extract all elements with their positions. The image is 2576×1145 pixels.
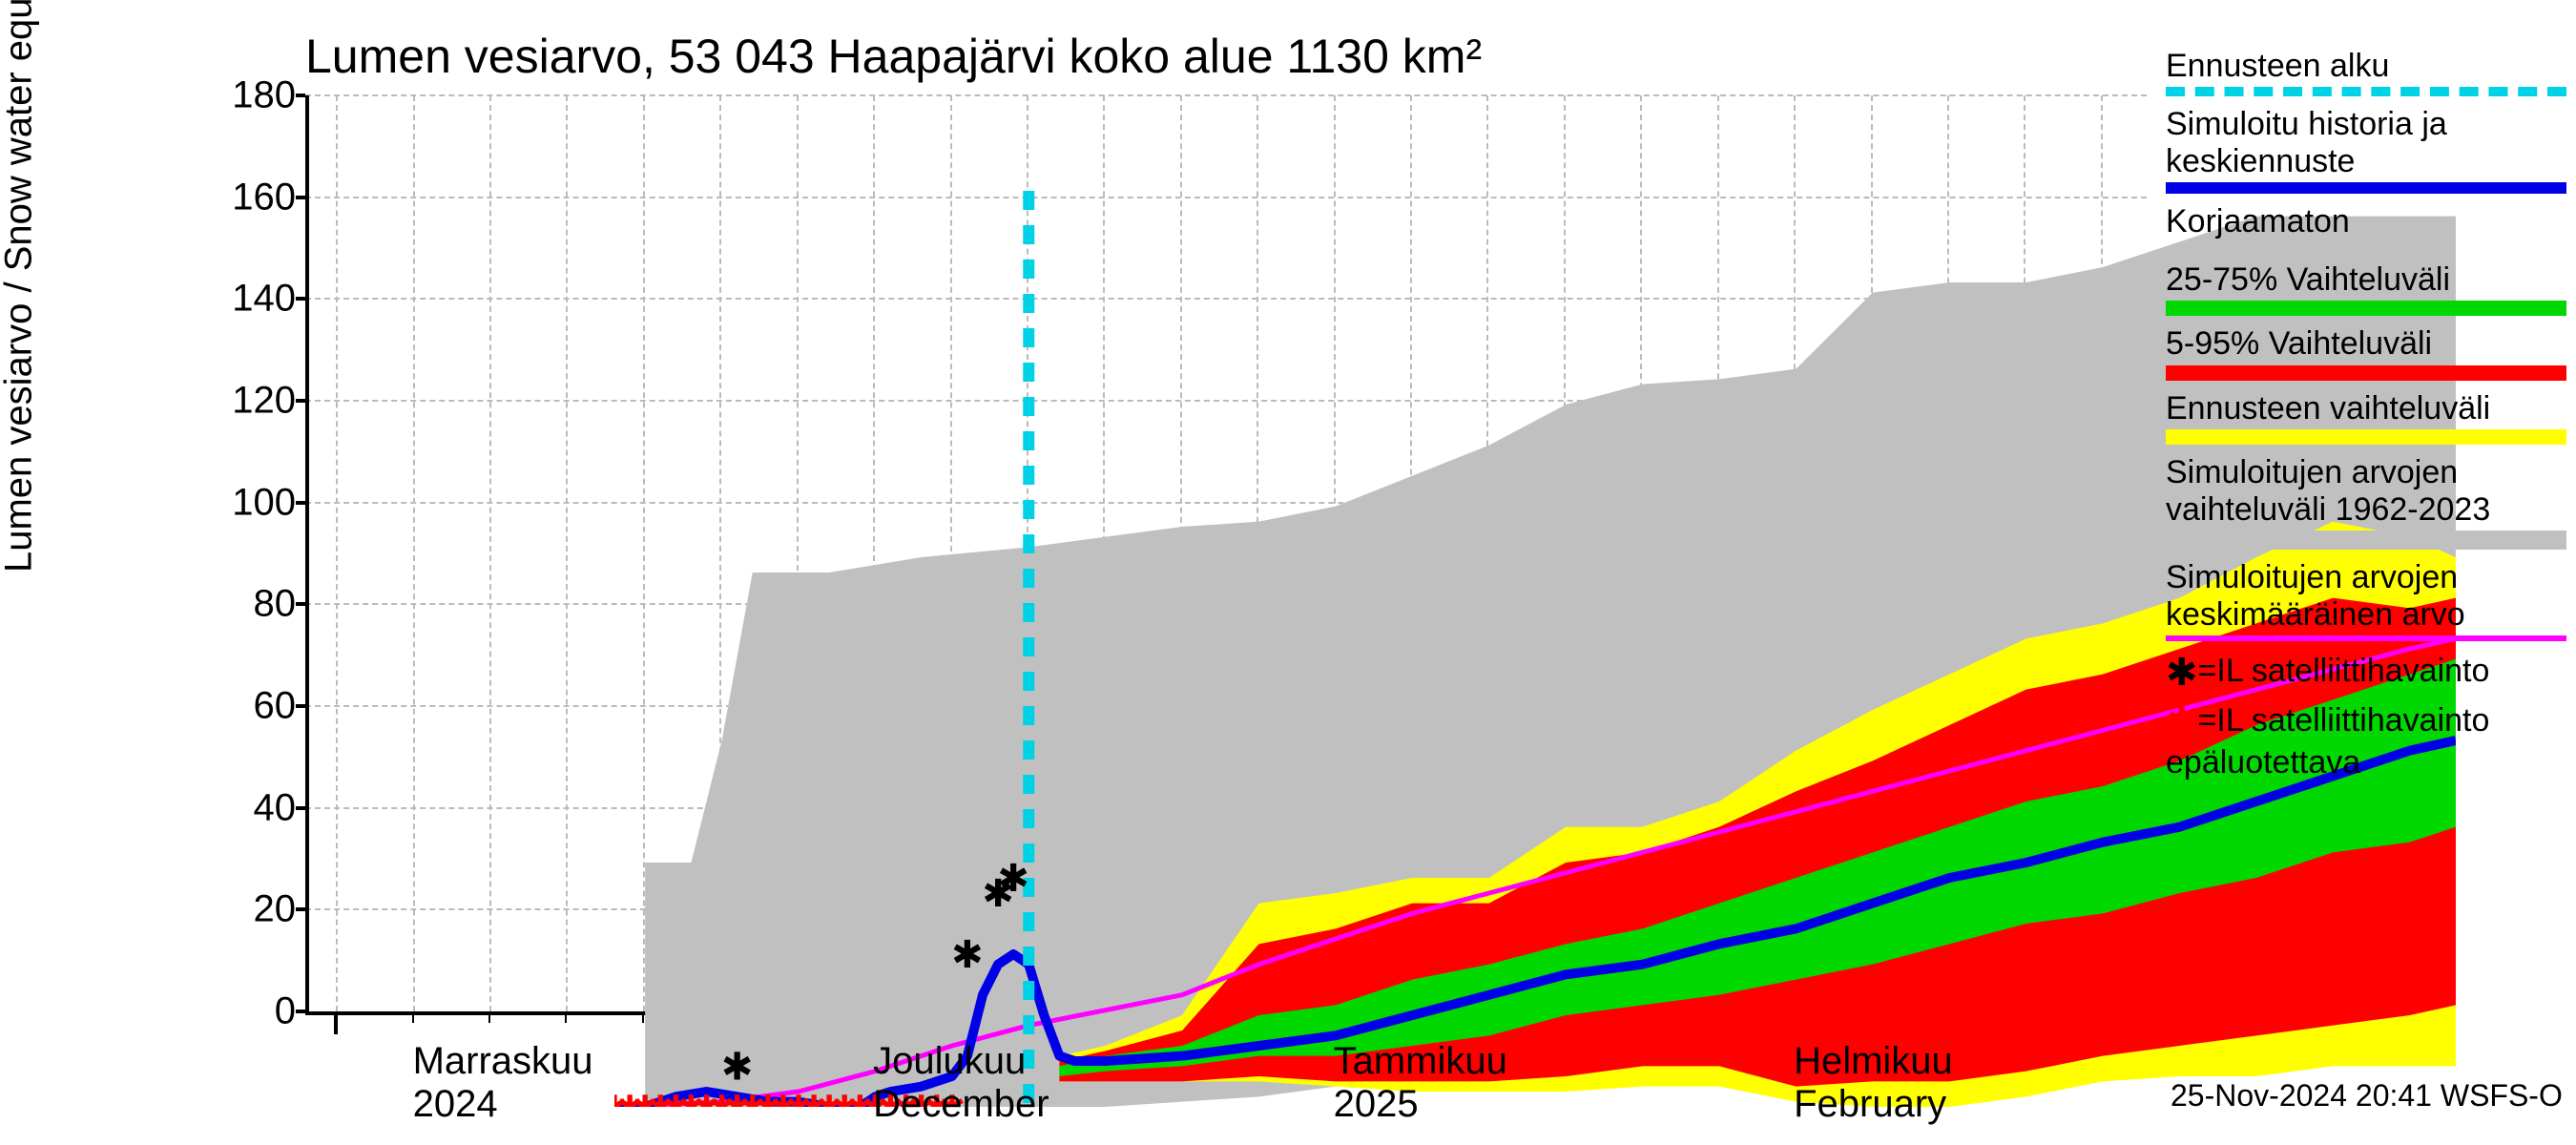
x-month-label: Joulukuu bbox=[873, 1040, 1026, 1083]
y-tick-label: 20 bbox=[254, 888, 297, 931]
x-month-sublabel: 2024 bbox=[413, 1083, 498, 1126]
legend-entry: Korjaamaton bbox=[2166, 203, 2566, 256]
legend-swatch bbox=[2166, 301, 2566, 316]
x-month-label: Helmikuu bbox=[1794, 1040, 1953, 1083]
y-axis-label: Lumen vesiarvo / Snow water equiv. mm bbox=[0, 0, 41, 572]
legend-swatch bbox=[2166, 635, 2566, 641]
legend-entry: Ennusteen alku bbox=[2166, 48, 2566, 96]
y-tick-label: 180 bbox=[232, 74, 296, 117]
y-tick-label: 160 bbox=[232, 176, 296, 219]
y-tick-label: 140 bbox=[232, 278, 296, 321]
legend-swatch bbox=[2166, 429, 2566, 445]
chart-container: Lumen vesiarvo, 53 043 Haapajärvi koko a… bbox=[0, 0, 2576, 1145]
y-tick-label: 120 bbox=[232, 380, 296, 423]
legend-entry: Simuloitujen arvojen vaihteluväli 1962-2… bbox=[2166, 454, 2566, 550]
x-month-sublabel: February bbox=[1794, 1083, 1946, 1126]
x-month-sublabel: December bbox=[873, 1083, 1049, 1126]
legend-entry: Simuloitu historia ja keskiennuste bbox=[2166, 106, 2566, 194]
legend-entry: 5-95% Vaihteluväli bbox=[2166, 325, 2566, 380]
legend-entry: Ennusteen vaihteluväli bbox=[2166, 390, 2566, 445]
y-tick-label: 100 bbox=[232, 481, 296, 524]
legend-swatch bbox=[2166, 531, 2566, 550]
svg-text:✱: ✱ bbox=[997, 858, 1029, 900]
x-month-label: Tammikuu bbox=[1334, 1040, 1507, 1083]
legend-swatch bbox=[2166, 87, 2566, 96]
y-tick-label: 40 bbox=[254, 786, 297, 829]
y-tick-label: 0 bbox=[275, 990, 296, 1033]
svg-text:✱: ✱ bbox=[721, 1046, 754, 1088]
plot-area: ✱✱✱✱✱✱✱✱✱✱✱✱✱✱✱✱✱✱✱✱✱✱✱✱✱✱✱ bbox=[305, 95, 2150, 1015]
x-month-sublabel: 2025 bbox=[1334, 1083, 1419, 1126]
svg-text:✱: ✱ bbox=[951, 934, 984, 976]
x-month-label: Marraskuu bbox=[413, 1040, 593, 1083]
legend-entry: ✱=IL satelliittihavainto bbox=[2166, 651, 2566, 695]
legend-entry: 25-75% Vaihteluväli bbox=[2166, 261, 2566, 316]
legend-entry: Simuloitujen arvojen keskimääräinen arvo bbox=[2166, 559, 2566, 641]
legend-entry: ✱=IL satelliittihavainto epäluotettava bbox=[2166, 700, 2566, 781]
y-tick-label: 80 bbox=[254, 583, 297, 626]
legend-swatch bbox=[2166, 182, 2566, 194]
chart-title: Lumen vesiarvo, 53 043 Haapajärvi koko a… bbox=[305, 29, 1482, 84]
legend-swatch bbox=[2166, 365, 2566, 381]
legend: Ennusteen alku Simuloitu historia ja kesk… bbox=[2166, 48, 2566, 787]
y-tick-label: 60 bbox=[254, 685, 297, 728]
footer-stamp: 25-Nov-2024 20:41 WSFS-O bbox=[2171, 1078, 2563, 1114]
